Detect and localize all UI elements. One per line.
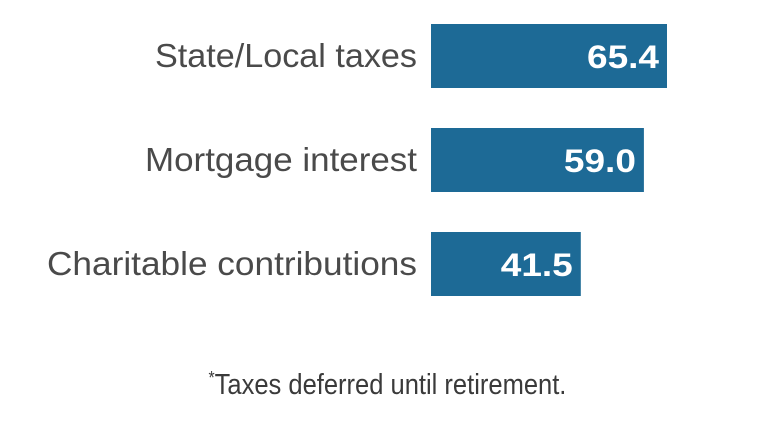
value-label-mortgage-interest: 59.0 [564, 143, 636, 179]
bar-mortgage-interest [431, 128, 644, 192]
footnote: *Taxes deferred until retirement. [46, 368, 728, 402]
footnote-text: Taxes deferred until retirement. [214, 369, 567, 401]
category-label-charitable-contributions: Charitable contributions [47, 245, 417, 282]
value-label-state-local-taxes: 65.4 [587, 39, 659, 75]
bar-chart: State/Local taxes 65.4 Mortgage interest 59… [47, 24, 667, 296]
category-label-mortgage-interest: Mortgage interest [145, 141, 417, 178]
footnote-marker: * [208, 368, 215, 388]
value-label-charitable-contributions: 41.5 [501, 247, 573, 283]
category-label-state-local-taxes: State/Local taxes [155, 37, 417, 74]
bar-state-local-taxes [431, 24, 667, 88]
bar-charitable-contributions [431, 232, 581, 296]
